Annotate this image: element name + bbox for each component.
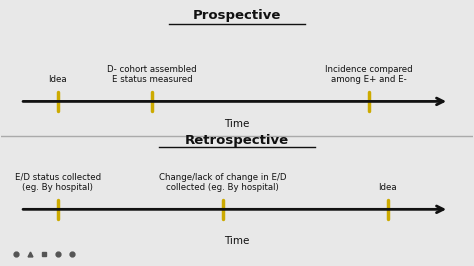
Text: E/D status collected
(eg. By hospital): E/D status collected (eg. By hospital) bbox=[15, 173, 101, 192]
Text: Incidence compared
among E+ and E-: Incidence compared among E+ and E- bbox=[325, 65, 413, 84]
Text: Idea: Idea bbox=[378, 183, 397, 192]
Text: Retrospective: Retrospective bbox=[185, 134, 289, 147]
Text: D- cohort assembled
E status measured: D- cohort assembled E status measured bbox=[108, 65, 197, 84]
Text: Time: Time bbox=[224, 119, 250, 129]
Text: Prospective: Prospective bbox=[193, 9, 281, 22]
Text: Time: Time bbox=[224, 236, 250, 246]
Text: Idea: Idea bbox=[49, 75, 67, 84]
Text: Change/lack of change in E/D
collected (eg. By hospital): Change/lack of change in E/D collected (… bbox=[159, 173, 287, 192]
